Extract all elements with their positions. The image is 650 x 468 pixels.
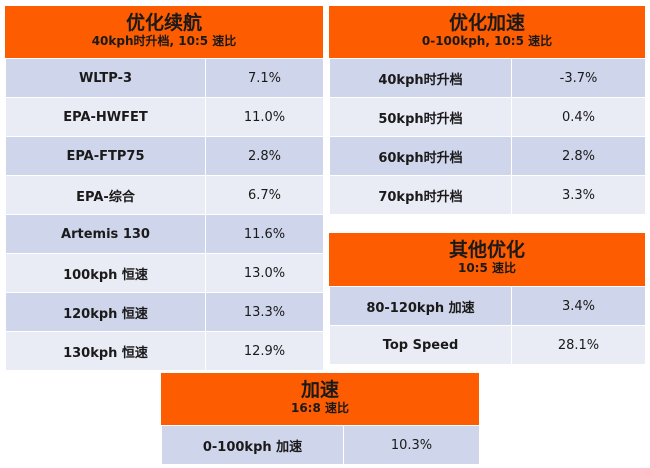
table-row: EPA-HWFET 11.0% (5, 97, 324, 137)
row-label: 60kph时升档 (329, 136, 512, 176)
table-row: 60kph时升档 2.8% (329, 136, 646, 176)
other-panel-subtitle: 10:5 速比 (457, 261, 517, 275)
row-value: 3.4% (511, 286, 646, 326)
speed-panel-title: 加速 (300, 379, 339, 401)
table-row: Top Speed 28.1% (329, 325, 646, 365)
row-label: 70kph时升档 (329, 175, 512, 215)
accel-results-table: 40kph时升档 -3.7% 50kph时升档 0.4% 60kph时升档 2.8% … (329, 58, 646, 215)
row-value: 12.9% (205, 331, 324, 371)
table-row: EPA-FTP75 2.8% (5, 136, 324, 176)
accel-panel-subtitle: 0-100kph, 10:5 速比 (421, 34, 553, 48)
row-label: 130kph 恒速 (5, 331, 206, 371)
row-label: EPA-HWFET (5, 97, 206, 137)
row-label: 50kph时升档 (329, 97, 512, 137)
other-optimization-panel: 其他优化 10:5 速比 80-120kph 加速 3.4% Top Speed 2… (329, 233, 646, 365)
table-row: 70kph时升档 3.3% (329, 175, 646, 215)
row-value: 2.8% (511, 136, 646, 176)
table-row: 100kph 恒速 13.0% (5, 253, 324, 293)
accel-panel-title: 优化加速 (448, 12, 525, 34)
range-panel-header: 优化续航 40kph时升档, 10:5 速比 (5, 6, 323, 58)
row-label: Artemis 130 (5, 214, 206, 254)
table-row: 80-120kph 加速 3.4% (329, 286, 646, 326)
row-label: Top Speed (329, 325, 512, 365)
acceleration-panel: 加速 16:8 速比 0-100kph 加速 10.3% (161, 373, 480, 465)
table-row: Artemis 130 11.6% (5, 214, 324, 254)
row-value: 7.1% (205, 58, 324, 98)
speed-panel-subtitle: 16:8 速比 (290, 401, 350, 415)
row-value: -3.7% (511, 58, 646, 98)
row-label: 0-100kph 加速 (161, 425, 344, 465)
acceleration-optimization-panel: 优化加速 0-100kph, 10:5 速比 40kph时升档 -3.7% 50k… (329, 6, 646, 215)
speed-results-table: 0-100kph 加速 10.3% (161, 425, 480, 465)
row-value: 0.4% (511, 97, 646, 137)
other-panel-header: 其他优化 10:5 速比 (329, 233, 645, 286)
range-panel-subtitle: 40kph时升档, 10:5 速比 (91, 34, 237, 48)
table-row: 50kph时升档 0.4% (329, 97, 646, 137)
row-label: 80-120kph 加速 (329, 286, 512, 326)
range-results-table: WLTP-3 7.1% EPA-HWFET 11.0% EPA-FTP75 2.8% … (5, 58, 324, 371)
row-value: 6.7% (205, 175, 324, 215)
row-value: 10.3% (343, 425, 480, 465)
row-label: 100kph 恒速 (5, 253, 206, 293)
row-label: WLTP-3 (5, 58, 206, 98)
row-value: 28.1% (511, 325, 646, 365)
row-label: EPA-FTP75 (5, 136, 206, 176)
row-value: 2.8% (205, 136, 324, 176)
row-label: EPA-综合 (5, 175, 206, 215)
row-value: 11.0% (205, 97, 324, 137)
row-label: 120kph 恒速 (5, 292, 206, 332)
speed-panel-header: 加速 16:8 速比 (161, 373, 479, 425)
range-optimization-panel: 优化续航 40kph时升档, 10:5 速比 WLTP-3 7.1% EPA-HW… (5, 6, 324, 371)
row-value: 13.0% (205, 253, 324, 293)
table-row: 0-100kph 加速 10.3% (161, 425, 480, 465)
table-row: EPA-综合 6.7% (5, 175, 324, 215)
other-results-table: 80-120kph 加速 3.4% Top Speed 28.1% (329, 286, 646, 365)
table-row: 120kph 恒速 13.3% (5, 292, 324, 332)
accel-panel-header: 优化加速 0-100kph, 10:5 速比 (329, 6, 645, 58)
row-value: 13.3% (205, 292, 324, 332)
table-row: WLTP-3 7.1% (5, 58, 324, 98)
other-panel-title: 其他优化 (448, 239, 525, 261)
table-row: 40kph时升档 -3.7% (329, 58, 646, 98)
range-panel-title: 优化续航 (125, 12, 202, 34)
row-value: 11.6% (205, 214, 324, 254)
table-row: 130kph 恒速 12.9% (5, 331, 324, 371)
row-label: 40kph时升档 (329, 58, 512, 98)
row-value: 3.3% (511, 175, 646, 215)
